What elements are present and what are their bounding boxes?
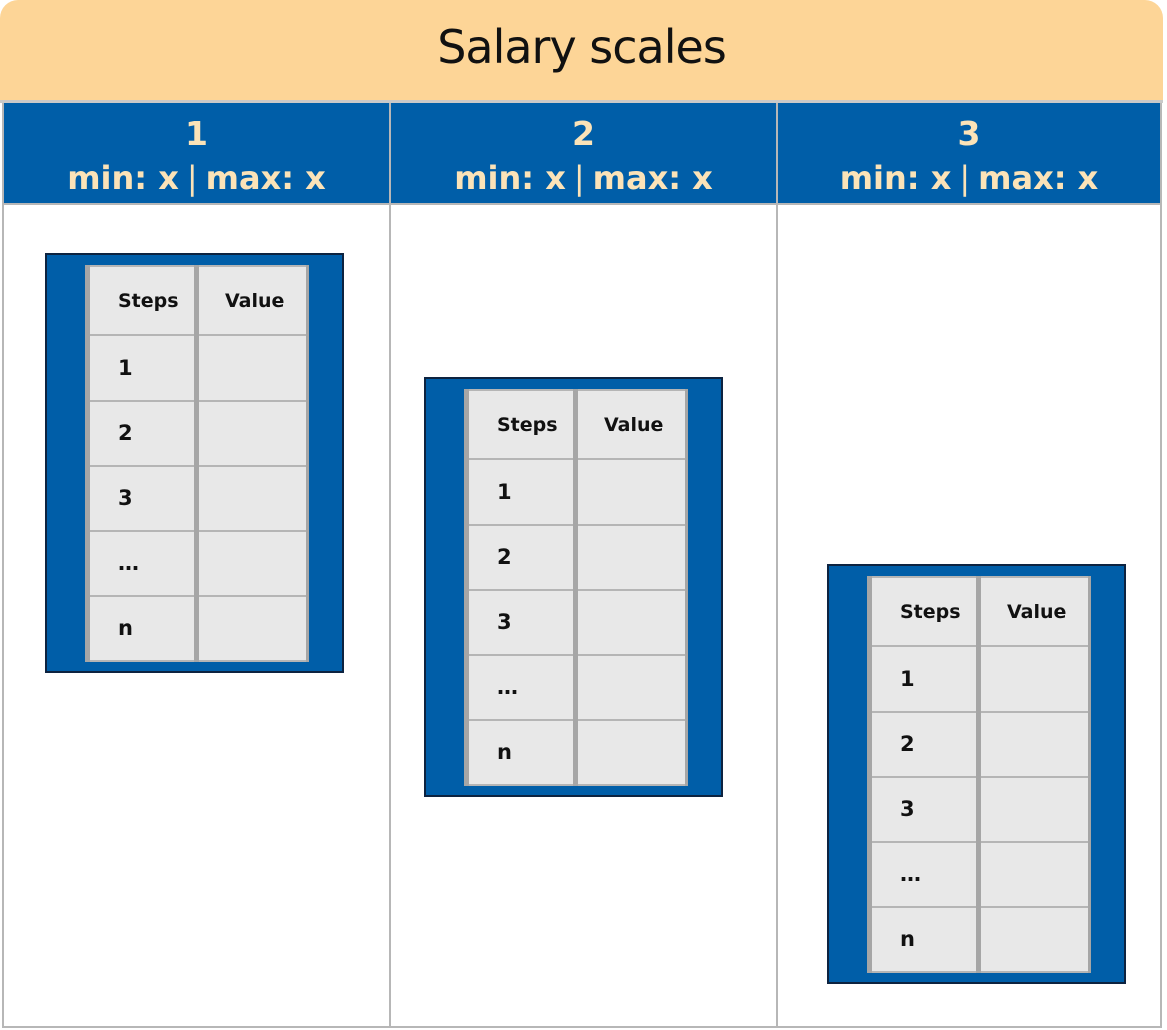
max-label: max: x [978,159,1099,197]
value-cell [976,840,1091,908]
table-header-row: Steps Value [464,388,688,461]
table-row: … [867,840,1091,908]
table-row: 1 [85,334,309,402]
value-cell [573,588,688,656]
scale-number: 2 [572,114,595,153]
max-label: max: x [205,159,326,197]
column-header: 2 min: x | max: x [391,103,776,205]
steps-table: Steps Value 1 2 3 … n [85,264,309,663]
value-cell [573,653,688,721]
table-row: n [464,718,688,787]
min-label: min: x [67,159,179,197]
steps-card: Steps Value 1 2 3 … n [424,377,723,797]
value-cell [976,645,1091,713]
steps-header: Steps [85,264,198,337]
page-title: Salary scales [437,20,727,74]
value-cell [194,334,309,402]
step-label: n [85,594,198,663]
step-label: 2 [85,399,198,467]
table-row: 3 [85,464,309,532]
range-separator: | [186,159,198,197]
value-cell [194,594,309,663]
step-label: 1 [85,334,198,402]
scale-range: min: x | max: x [391,159,776,197]
scale-range: min: x | max: x [778,159,1160,197]
value-cell [976,710,1091,778]
step-label: 3 [867,775,980,843]
scale-columns: 1 min: x | max: x Steps Value 1 2 3 … n [2,103,1162,1028]
table-row: … [464,653,688,721]
steps-card: Steps Value 1 2 3 … n [827,564,1126,984]
value-cell [976,905,1091,974]
scale-number: 1 [185,114,208,153]
table-row: 3 [867,775,1091,843]
step-label: 1 [867,645,980,713]
step-label: 3 [464,588,577,656]
column-header: 3 min: x | max: x [778,103,1160,205]
scale-column-2: 2 min: x | max: x Steps Value 1 2 3 … n [389,103,776,1028]
value-cell [194,529,309,597]
value-cell [573,523,688,591]
value-cell [194,464,309,532]
step-label: n [464,718,577,787]
step-label: 3 [85,464,198,532]
value-cell [976,775,1091,843]
table-row: 2 [867,710,1091,778]
min-label: min: x [839,159,952,197]
step-label: 2 [867,710,980,778]
value-cell [573,718,688,787]
table-row: 1 [867,645,1091,713]
title-bar: Salary scales [0,0,1163,103]
steps-header: Steps [464,388,577,461]
step-label: … [85,529,198,597]
step-label: … [867,840,980,908]
table-row: … [85,529,309,597]
step-label: n [867,905,980,974]
table-header-row: Steps Value [85,264,309,337]
step-label: 2 [464,523,577,591]
min-label: min: x [454,159,566,197]
value-cell [573,458,688,526]
steps-table: Steps Value 1 2 3 … n [867,575,1091,974]
max-label: max: x [592,159,713,197]
steps-header: Steps [867,575,980,648]
value-header: Value [573,388,688,461]
step-label: … [464,653,577,721]
table-row: 3 [464,588,688,656]
value-header: Value [194,264,309,337]
scale-range: min: x | max: x [4,159,389,197]
table-row: 1 [464,458,688,526]
column-header: 1 min: x | max: x [4,103,389,205]
steps-table: Steps Value 1 2 3 … n [464,388,688,787]
table-header-row: Steps Value [867,575,1091,648]
value-cell [194,399,309,467]
range-separator: | [573,159,585,197]
table-row: 2 [464,523,688,591]
scale-number: 3 [957,114,981,153]
table-row: n [85,594,309,663]
scale-column-3: 3 min: x | max: x Steps Value 1 2 3 … n [776,103,1162,1028]
range-separator: | [959,159,971,197]
table-row: n [867,905,1091,974]
scale-column-1: 1 min: x | max: x Steps Value 1 2 3 … n [2,103,389,1028]
steps-card: Steps Value 1 2 3 … n [45,253,344,673]
table-row: 2 [85,399,309,467]
step-label: 1 [464,458,577,526]
value-header: Value [976,575,1091,648]
